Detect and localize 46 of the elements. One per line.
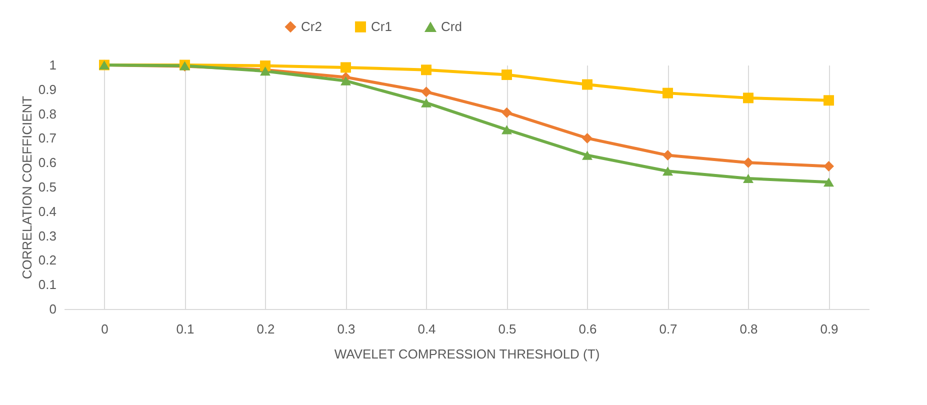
y-tick-label: 0.6 (38, 155, 56, 170)
x-tick-label: 0.9 (820, 322, 838, 336)
y-tick-label: 0.5 (38, 180, 56, 194)
x-tick-label: 0.2 (256, 322, 275, 336)
y-tick-label: 0.2 (38, 252, 56, 268)
point (743, 174, 754, 183)
point (582, 79, 592, 90)
point (582, 150, 592, 160)
y-tick-label: 0.8 (38, 106, 56, 122)
y-tick-label: 0.4 (38, 204, 56, 219)
point (421, 98, 432, 108)
x-tick-label: 0.6 (578, 322, 597, 336)
x-axis-title: WAVELET COMPRESSION THRESHOLD (T) (334, 346, 600, 362)
point (421, 64, 432, 76)
x-tick-label: 0.3 (337, 322, 356, 336)
point (502, 125, 512, 134)
y-tick-label: 1 (49, 58, 56, 72)
point (662, 150, 673, 161)
point (824, 178, 834, 187)
x-tick-label: 0.7 (659, 322, 678, 336)
legend-label: Cr2 (301, 18, 322, 34)
point (743, 92, 754, 104)
x-tick-label: 0 (101, 322, 108, 336)
y-axis-title: CORRELATION COEFFICIENT (19, 96, 34, 280)
x-tick-label: 0.5 (498, 322, 516, 336)
point (662, 166, 673, 176)
point (502, 70, 512, 80)
point (340, 62, 351, 73)
point (824, 95, 834, 106)
point (502, 107, 512, 118)
y-tick-label: 0.7 (38, 130, 56, 146)
legend-label: Crd (441, 19, 462, 34)
point (824, 161, 834, 172)
y-tick-label: 0.1 (38, 277, 56, 292)
y-tick-label: 0 (49, 302, 56, 316)
x-tick-label: 0.4 (418, 322, 436, 336)
point (743, 157, 754, 168)
y-tick-label: 0.3 (38, 228, 56, 244)
legend-label: Cr1 (371, 18, 392, 34)
point (340, 76, 351, 86)
point (662, 88, 673, 98)
point (582, 132, 592, 144)
point (421, 86, 432, 98)
x-tick-label: 0.8 (740, 322, 758, 336)
y-tick-label: 0.9 (38, 82, 56, 97)
x-tick-label: 0.1 (176, 322, 194, 336)
